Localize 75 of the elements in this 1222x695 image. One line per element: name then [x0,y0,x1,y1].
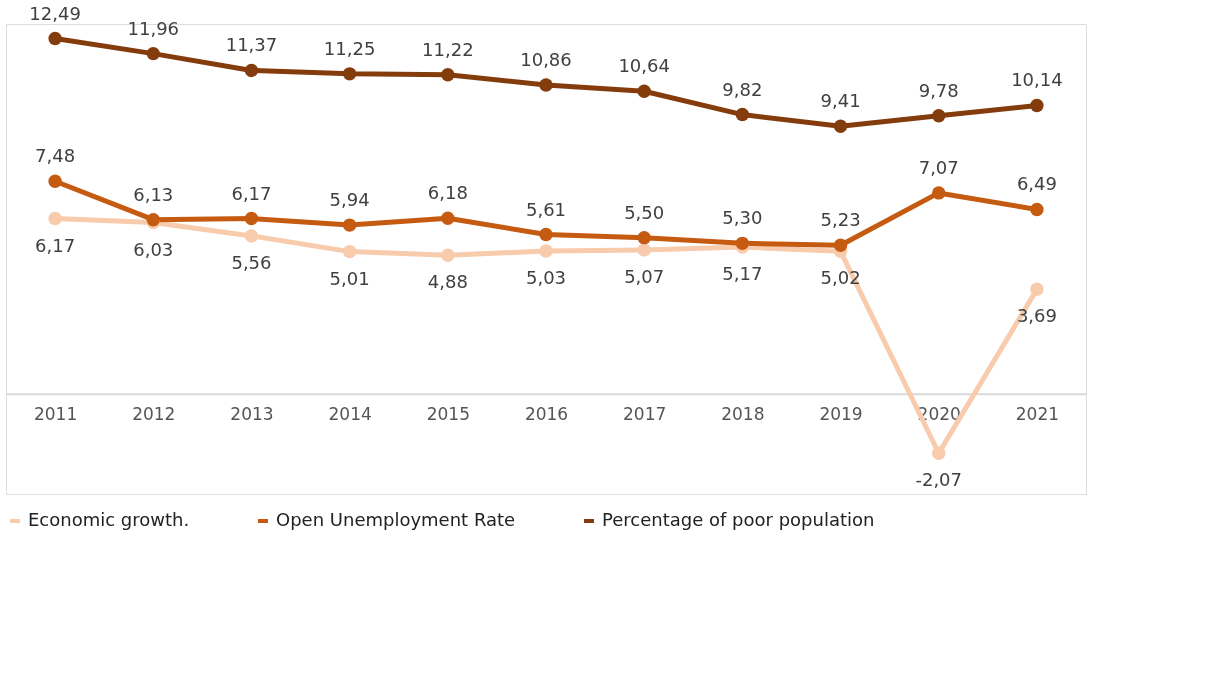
point [342,67,357,81]
legend-label: Open Unemployment Rate [276,509,516,530]
point [342,218,357,232]
data-label: 11,37 [225,34,278,56]
point [637,230,651,245]
data-label: 12,49 [29,2,81,24]
data-label: 7,07 [918,156,959,178]
point [244,211,259,226]
point [932,109,946,123]
data-label: 4,88 [427,271,468,293]
data-label: 5,07 [624,265,665,287]
point [637,243,651,257]
point [1030,202,1044,217]
point [48,211,62,226]
point [146,46,160,61]
x-tick-label: 2013 [230,403,274,424]
point [833,238,848,253]
point [441,211,455,225]
data-label: 5,50 [624,201,665,223]
x-tick-label: 2019 [819,403,863,424]
data-label: -2,07 [915,469,963,491]
point [342,244,357,259]
data-label: 5,61 [525,198,567,220]
data-label: 5,02 [820,267,861,289]
data-label: 5,23 [820,209,861,231]
point [539,78,553,92]
data-label: 5,17 [722,263,763,285]
data-label: 5,56 [231,251,272,273]
data-label: 10,14 [1011,69,1063,91]
data-label: 10,86 [520,48,572,70]
point [48,174,62,188]
data-label: 3,69 [1016,305,1057,327]
point [1030,282,1044,296]
data-label: 6,13 [133,183,174,205]
data-label: 5,03 [525,267,567,289]
point [637,84,651,98]
point [244,63,259,78]
legend-label: Economic growth. [28,509,190,530]
x-tick-label: 2012 [132,403,176,424]
data-label: 5,94 [329,189,370,211]
data-label: 10,64 [618,55,670,77]
data-label: 5,30 [722,207,763,229]
data-label: 11,96 [127,17,180,39]
point [441,248,455,262]
data-label: 9,78 [918,79,959,101]
x-tick-label: 2014 [328,403,372,424]
point [932,446,946,460]
data-label: 6,03 [133,238,174,260]
point [48,31,62,46]
point [735,107,750,122]
data-label: 11,25 [323,37,376,59]
data-label: 7,48 [35,145,76,167]
data-label: 6,18 [427,182,468,204]
data-label: 6,49 [1016,173,1057,195]
point [833,119,848,133]
point [539,244,553,258]
point [244,229,259,243]
x-tick-label: 2017 [623,403,667,424]
x-tick-label: 2018 [721,403,765,424]
x-tick-label: 2015 [426,403,470,424]
data-label: 9,82 [722,78,763,100]
point [1030,98,1044,113]
x-tick-label: 2011 [33,403,78,424]
data-label: 9,41 [820,90,861,112]
data-label: 6,17 [35,234,76,256]
point [735,236,750,251]
point [441,68,455,82]
legend-label: Percentage of poor population [602,509,875,530]
x-tick-label: 2016 [524,403,569,424]
data-label: 11,22 [422,38,474,60]
point [539,227,553,242]
data-label: 6,17 [231,182,272,204]
data-label: 5,01 [329,267,370,289]
x-tick-label: 2021 [1015,403,1060,424]
point [932,186,946,200]
